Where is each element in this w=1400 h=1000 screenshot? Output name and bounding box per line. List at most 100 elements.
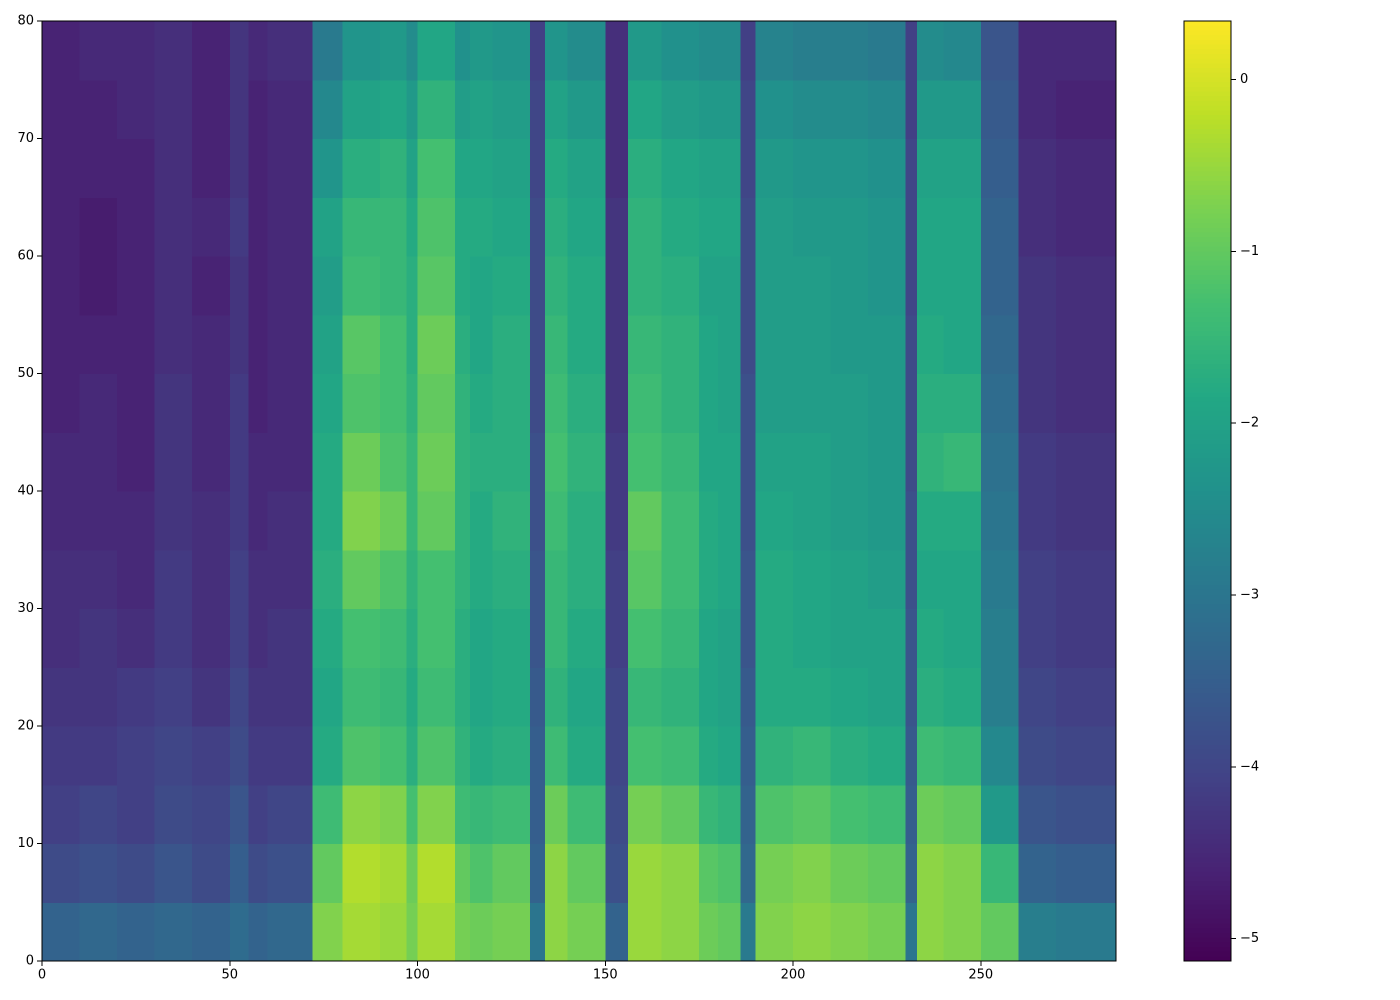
colorbar-swatch <box>1184 448 1231 454</box>
y-tick-label: 80 <box>17 14 34 29</box>
heatmap-cell <box>312 256 343 316</box>
colorbar-swatch <box>1184 476 1231 483</box>
colorbar-swatch <box>1184 655 1231 661</box>
heatmap-cell <box>229 138 250 198</box>
heatmap-cell <box>417 79 456 139</box>
heatmap-cell <box>267 373 313 433</box>
colorbar-swatch <box>1184 824 1231 830</box>
heatmap-cell <box>605 432 629 492</box>
heatmap-cell <box>406 21 419 81</box>
heatmap-cell <box>406 491 419 551</box>
colorbar-swatch <box>1184 30 1231 36</box>
heatmap-cell <box>530 256 546 316</box>
heatmap-cell <box>455 373 471 433</box>
heatmap-cell <box>267 784 313 844</box>
colorbar-swatch <box>1184 96 1231 102</box>
colorbar-swatch <box>1184 143 1231 149</box>
heatmap-cell <box>42 197 81 257</box>
colorbar-swatch <box>1184 791 1231 798</box>
heatmap-cell <box>229 608 250 668</box>
heatmap-cell <box>740 784 756 844</box>
heatmap-cell <box>605 491 629 551</box>
heatmap-cell <box>79 21 118 81</box>
colorbar-swatch <box>1184 138 1231 144</box>
heatmap-cell <box>42 608 81 668</box>
heatmap-cell <box>980 726 1019 786</box>
heatmap-cell <box>1018 784 1057 844</box>
colorbar-swatch <box>1184 805 1231 812</box>
colorbar-swatch <box>1184 180 1231 187</box>
heatmap-cell <box>567 314 606 374</box>
colorbar-swatch <box>1184 453 1231 459</box>
heatmap-cell <box>379 373 407 433</box>
colorbar-swatch <box>1184 335 1231 342</box>
x-tick-label: 250 <box>968 968 993 983</box>
colorbar-swatch <box>1184 768 1231 774</box>
colorbar-swatch <box>1184 53 1231 60</box>
heatmap-cell <box>470 432 494 492</box>
heatmap-cell <box>830 21 869 81</box>
heatmap-cell <box>605 21 629 81</box>
heatmap-cell <box>740 197 756 257</box>
colorbar-swatch <box>1184 505 1231 511</box>
colorbar-swatch <box>1184 227 1231 234</box>
heatmap-cell <box>470 843 494 903</box>
heatmap-cell <box>755 314 794 374</box>
heatmap-cell <box>229 549 250 609</box>
colorbar-swatch <box>1184 199 1231 205</box>
heatmap-cell <box>545 79 569 139</box>
colorbar-swatch <box>1184 533 1231 539</box>
heatmap-cell <box>42 549 81 609</box>
heatmap-cell <box>740 373 756 433</box>
colorbar-swatch <box>1184 340 1231 346</box>
colorbar-swatch <box>1184 119 1231 125</box>
heatmap-cell <box>661 432 700 492</box>
colorbar-swatch <box>1184 909 1231 915</box>
colorbar-swatch <box>1184 721 1231 727</box>
heatmap-cell <box>1055 784 1117 844</box>
heatmap-cell <box>455 79 471 139</box>
heatmap-cell <box>905 608 918 668</box>
heatmap-cell <box>545 667 569 727</box>
y-tick-label: 40 <box>17 484 34 499</box>
colorbar-swatch <box>1184 556 1231 563</box>
colorbar-swatch <box>1184 152 1231 158</box>
heatmap-cell <box>42 373 81 433</box>
heatmap-cell <box>627 373 663 433</box>
heatmap-cell <box>661 902 700 962</box>
heatmap-cell <box>42 667 81 727</box>
heatmap-cell <box>492 902 531 962</box>
heatmap-cell <box>545 726 569 786</box>
heatmap-cell <box>406 608 419 668</box>
heatmap-cell <box>830 138 869 198</box>
heatmap-cell <box>661 549 700 609</box>
heatmap-cell <box>154 432 193 492</box>
heatmap-cell <box>943 138 982 198</box>
heatmap-cell <box>248 256 268 316</box>
heatmap-cell <box>470 21 494 81</box>
heatmap-cell <box>980 256 1019 316</box>
heatmap-cell <box>627 138 663 198</box>
heatmap-cell <box>42 902 81 962</box>
heatmap-cell <box>492 491 531 551</box>
heatmap-cell <box>492 21 531 81</box>
colorbar-swatch <box>1184 914 1231 920</box>
y-tick-label: 30 <box>17 601 34 616</box>
colorbar-swatch <box>1184 382 1231 389</box>
heatmap-cell <box>379 726 407 786</box>
colorbar-swatch <box>1184 744 1231 751</box>
heatmap-cell <box>980 314 1019 374</box>
colorbar-swatch <box>1184 162 1231 168</box>
heatmap-cell <box>717 491 741 551</box>
heatmap-cell <box>117 432 156 492</box>
heatmap-cell <box>830 784 869 844</box>
heatmap-cell <box>312 138 343 198</box>
heatmap-cell <box>312 784 343 844</box>
heatmap-cell <box>154 491 193 551</box>
heatmap-cell <box>417 432 456 492</box>
heatmap-cell <box>717 21 741 81</box>
heatmap-cell <box>717 902 741 962</box>
colorbar-swatch <box>1184 763 1231 769</box>
heatmap-cell <box>1055 432 1117 492</box>
heatmap-cell <box>905 784 918 844</box>
